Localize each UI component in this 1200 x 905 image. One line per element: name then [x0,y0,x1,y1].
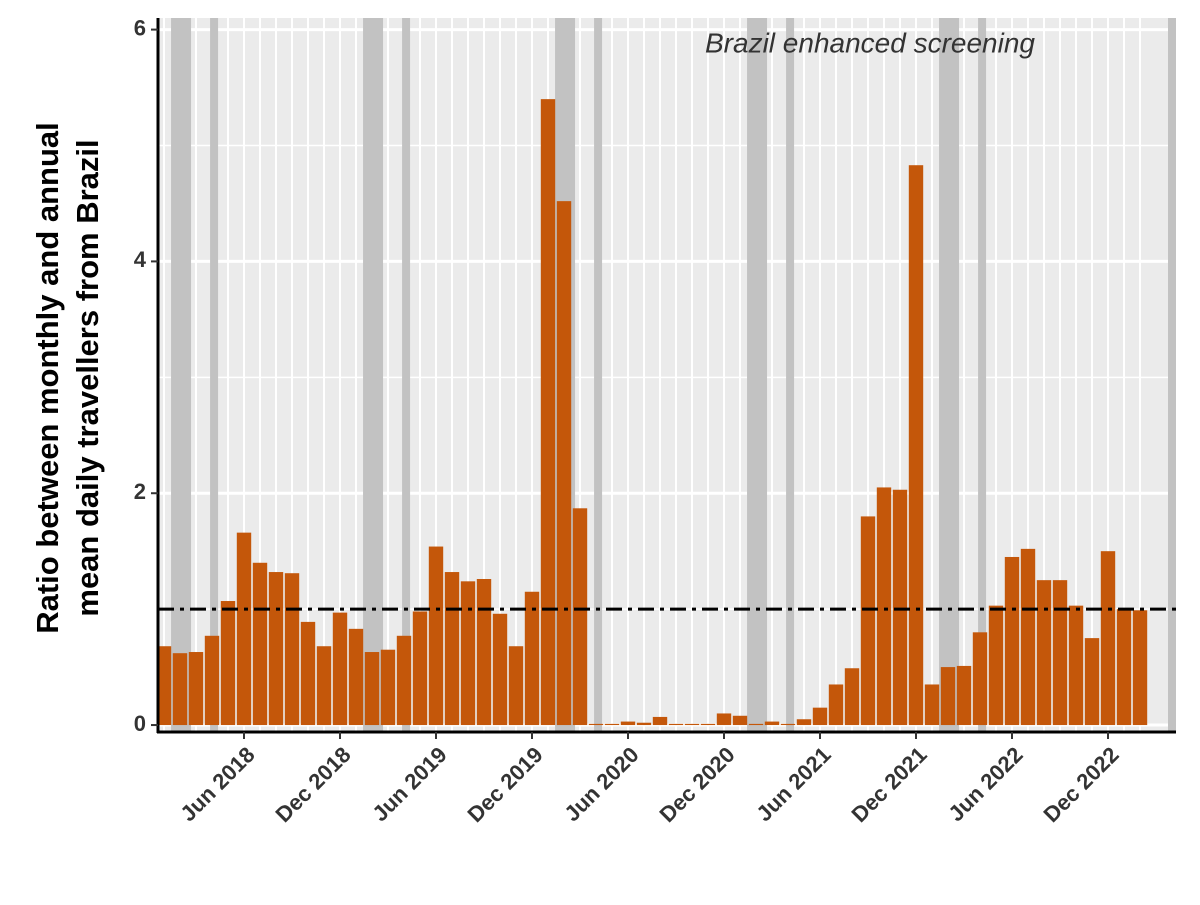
bar [220,601,236,726]
bar [444,572,460,726]
shaded-period [171,18,192,732]
bar [1084,638,1100,726]
bar [1004,556,1020,726]
bar [812,707,828,726]
bar [940,667,956,726]
bar [780,723,796,726]
x-tick-label: Dec 2021 [846,742,931,827]
bar [572,508,588,726]
bar [764,721,780,726]
bar [1036,580,1052,726]
bar [892,489,908,726]
shaded-period [594,18,603,732]
bar [956,665,972,726]
bar [316,646,332,726]
bar [524,591,540,726]
bar [860,516,876,726]
bar [796,719,812,726]
shaded-period [210,18,219,732]
bar [604,723,620,726]
bar [748,723,764,726]
bar [988,605,1004,726]
shaded-period [402,18,411,732]
x-tick-label: Jun 2019 [367,742,451,826]
x-tick-label: Dec 2019 [462,742,547,827]
annotation: Brazil enhanced screening [705,27,1035,58]
bar [1052,580,1068,726]
y-axis-title: Ratio between monthly and annual [30,122,65,634]
bar [828,684,844,726]
x-tick-label: Dec 2018 [270,742,355,827]
bar [732,715,748,726]
bar [1132,610,1148,726]
bar [268,572,284,726]
bar [668,723,684,726]
x-tick-label: Dec 2020 [654,742,739,827]
bar [428,546,444,726]
bar [556,201,572,726]
shaded-period [747,18,768,732]
bar [1020,548,1036,726]
bar [412,611,428,726]
y-tick-label: 2 [134,479,146,504]
bar [460,581,476,726]
bar [380,649,396,726]
y-tick-label: 0 [134,711,146,736]
bar [716,713,732,726]
bar [236,532,252,726]
bar [476,579,492,726]
bar [540,99,556,726]
shaded-period [786,18,795,732]
y-tick-label: 4 [134,247,147,272]
bar [492,613,508,726]
bar [844,668,860,726]
bar [188,652,204,726]
shaded-period [363,18,384,732]
y-axis-title: mean daily travellers from Brazil [70,139,105,616]
bar [252,562,268,726]
bar [172,653,188,726]
bar [588,723,604,726]
bar [156,646,172,726]
bar [636,722,652,726]
bar [620,721,636,726]
bar [700,723,716,726]
bar [1068,605,1084,726]
bar [300,621,316,726]
bars [156,99,1148,726]
y-tick-label: 6 [134,15,146,40]
bar [204,635,220,726]
x-tick-label: Jun 2020 [559,742,643,826]
shaded-period [978,18,987,732]
bar [684,723,700,726]
bar [348,628,364,726]
bar [396,635,412,726]
bar [924,684,940,726]
x-tick-label: Jun 2022 [943,742,1027,826]
bar [652,716,668,726]
bar [876,487,892,726]
bar [972,632,988,726]
bar [332,612,348,726]
bar [508,646,524,726]
shaded-period [939,18,960,732]
x-tick-label: Dec 2022 [1038,742,1123,827]
x-tick-label: Jun 2021 [751,742,835,826]
bar [1100,551,1116,726]
bar [1116,609,1132,726]
bar [284,573,300,726]
bar [908,165,924,726]
shaded-period [1168,18,1176,732]
x-tick-label: Jun 2018 [175,742,259,826]
bar [364,652,380,726]
